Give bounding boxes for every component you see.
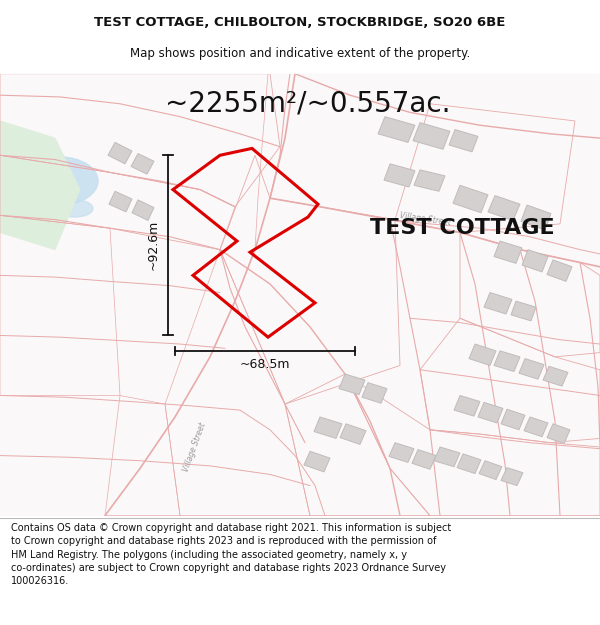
Text: Contains OS data © Crown copyright and database right 2021. This information is : Contains OS data © Crown copyright and d… (11, 523, 451, 586)
Polygon shape (378, 117, 415, 142)
Polygon shape (479, 461, 502, 479)
Polygon shape (469, 344, 496, 366)
Polygon shape (547, 260, 572, 281)
Polygon shape (389, 442, 414, 462)
Polygon shape (314, 417, 342, 438)
Text: ~68.5m: ~68.5m (240, 357, 290, 371)
Polygon shape (501, 409, 525, 430)
Polygon shape (522, 249, 548, 272)
Text: TEST COTTAGE: TEST COTTAGE (370, 218, 554, 238)
Polygon shape (412, 449, 436, 469)
Polygon shape (511, 301, 536, 321)
Polygon shape (543, 366, 568, 386)
Polygon shape (454, 396, 480, 416)
Text: ~92.6m: ~92.6m (147, 220, 160, 271)
Polygon shape (478, 402, 503, 423)
Text: ~2255m²/~0.557ac.: ~2255m²/~0.557ac. (165, 89, 451, 118)
Polygon shape (304, 451, 330, 472)
Polygon shape (131, 154, 154, 174)
Ellipse shape (22, 157, 98, 205)
Text: TEST COTTAGE, CHILBOLTON, STOCKBRIDGE, SO20 6BE: TEST COTTAGE, CHILBOLTON, STOCKBRIDGE, S… (94, 16, 506, 29)
Polygon shape (384, 164, 415, 187)
Polygon shape (494, 241, 522, 263)
Polygon shape (488, 196, 520, 221)
Ellipse shape (57, 200, 93, 217)
Polygon shape (434, 447, 460, 467)
Text: Village Street: Village Street (182, 421, 208, 473)
Polygon shape (414, 170, 445, 191)
Polygon shape (108, 142, 132, 164)
Polygon shape (339, 374, 365, 394)
Polygon shape (524, 417, 548, 437)
Polygon shape (521, 205, 551, 230)
Polygon shape (453, 185, 488, 213)
Polygon shape (340, 424, 366, 444)
Polygon shape (362, 382, 387, 403)
Text: Map shows position and indicative extent of the property.: Map shows position and indicative extent… (130, 47, 470, 59)
Polygon shape (484, 292, 512, 314)
Polygon shape (413, 122, 450, 149)
Polygon shape (494, 351, 520, 371)
Polygon shape (501, 468, 523, 486)
Polygon shape (0, 121, 80, 249)
Text: Village Street: Village Street (399, 211, 451, 227)
Polygon shape (519, 359, 544, 379)
Polygon shape (547, 424, 570, 444)
Polygon shape (132, 200, 154, 221)
Polygon shape (109, 191, 132, 212)
Polygon shape (449, 129, 478, 152)
Polygon shape (457, 454, 481, 474)
